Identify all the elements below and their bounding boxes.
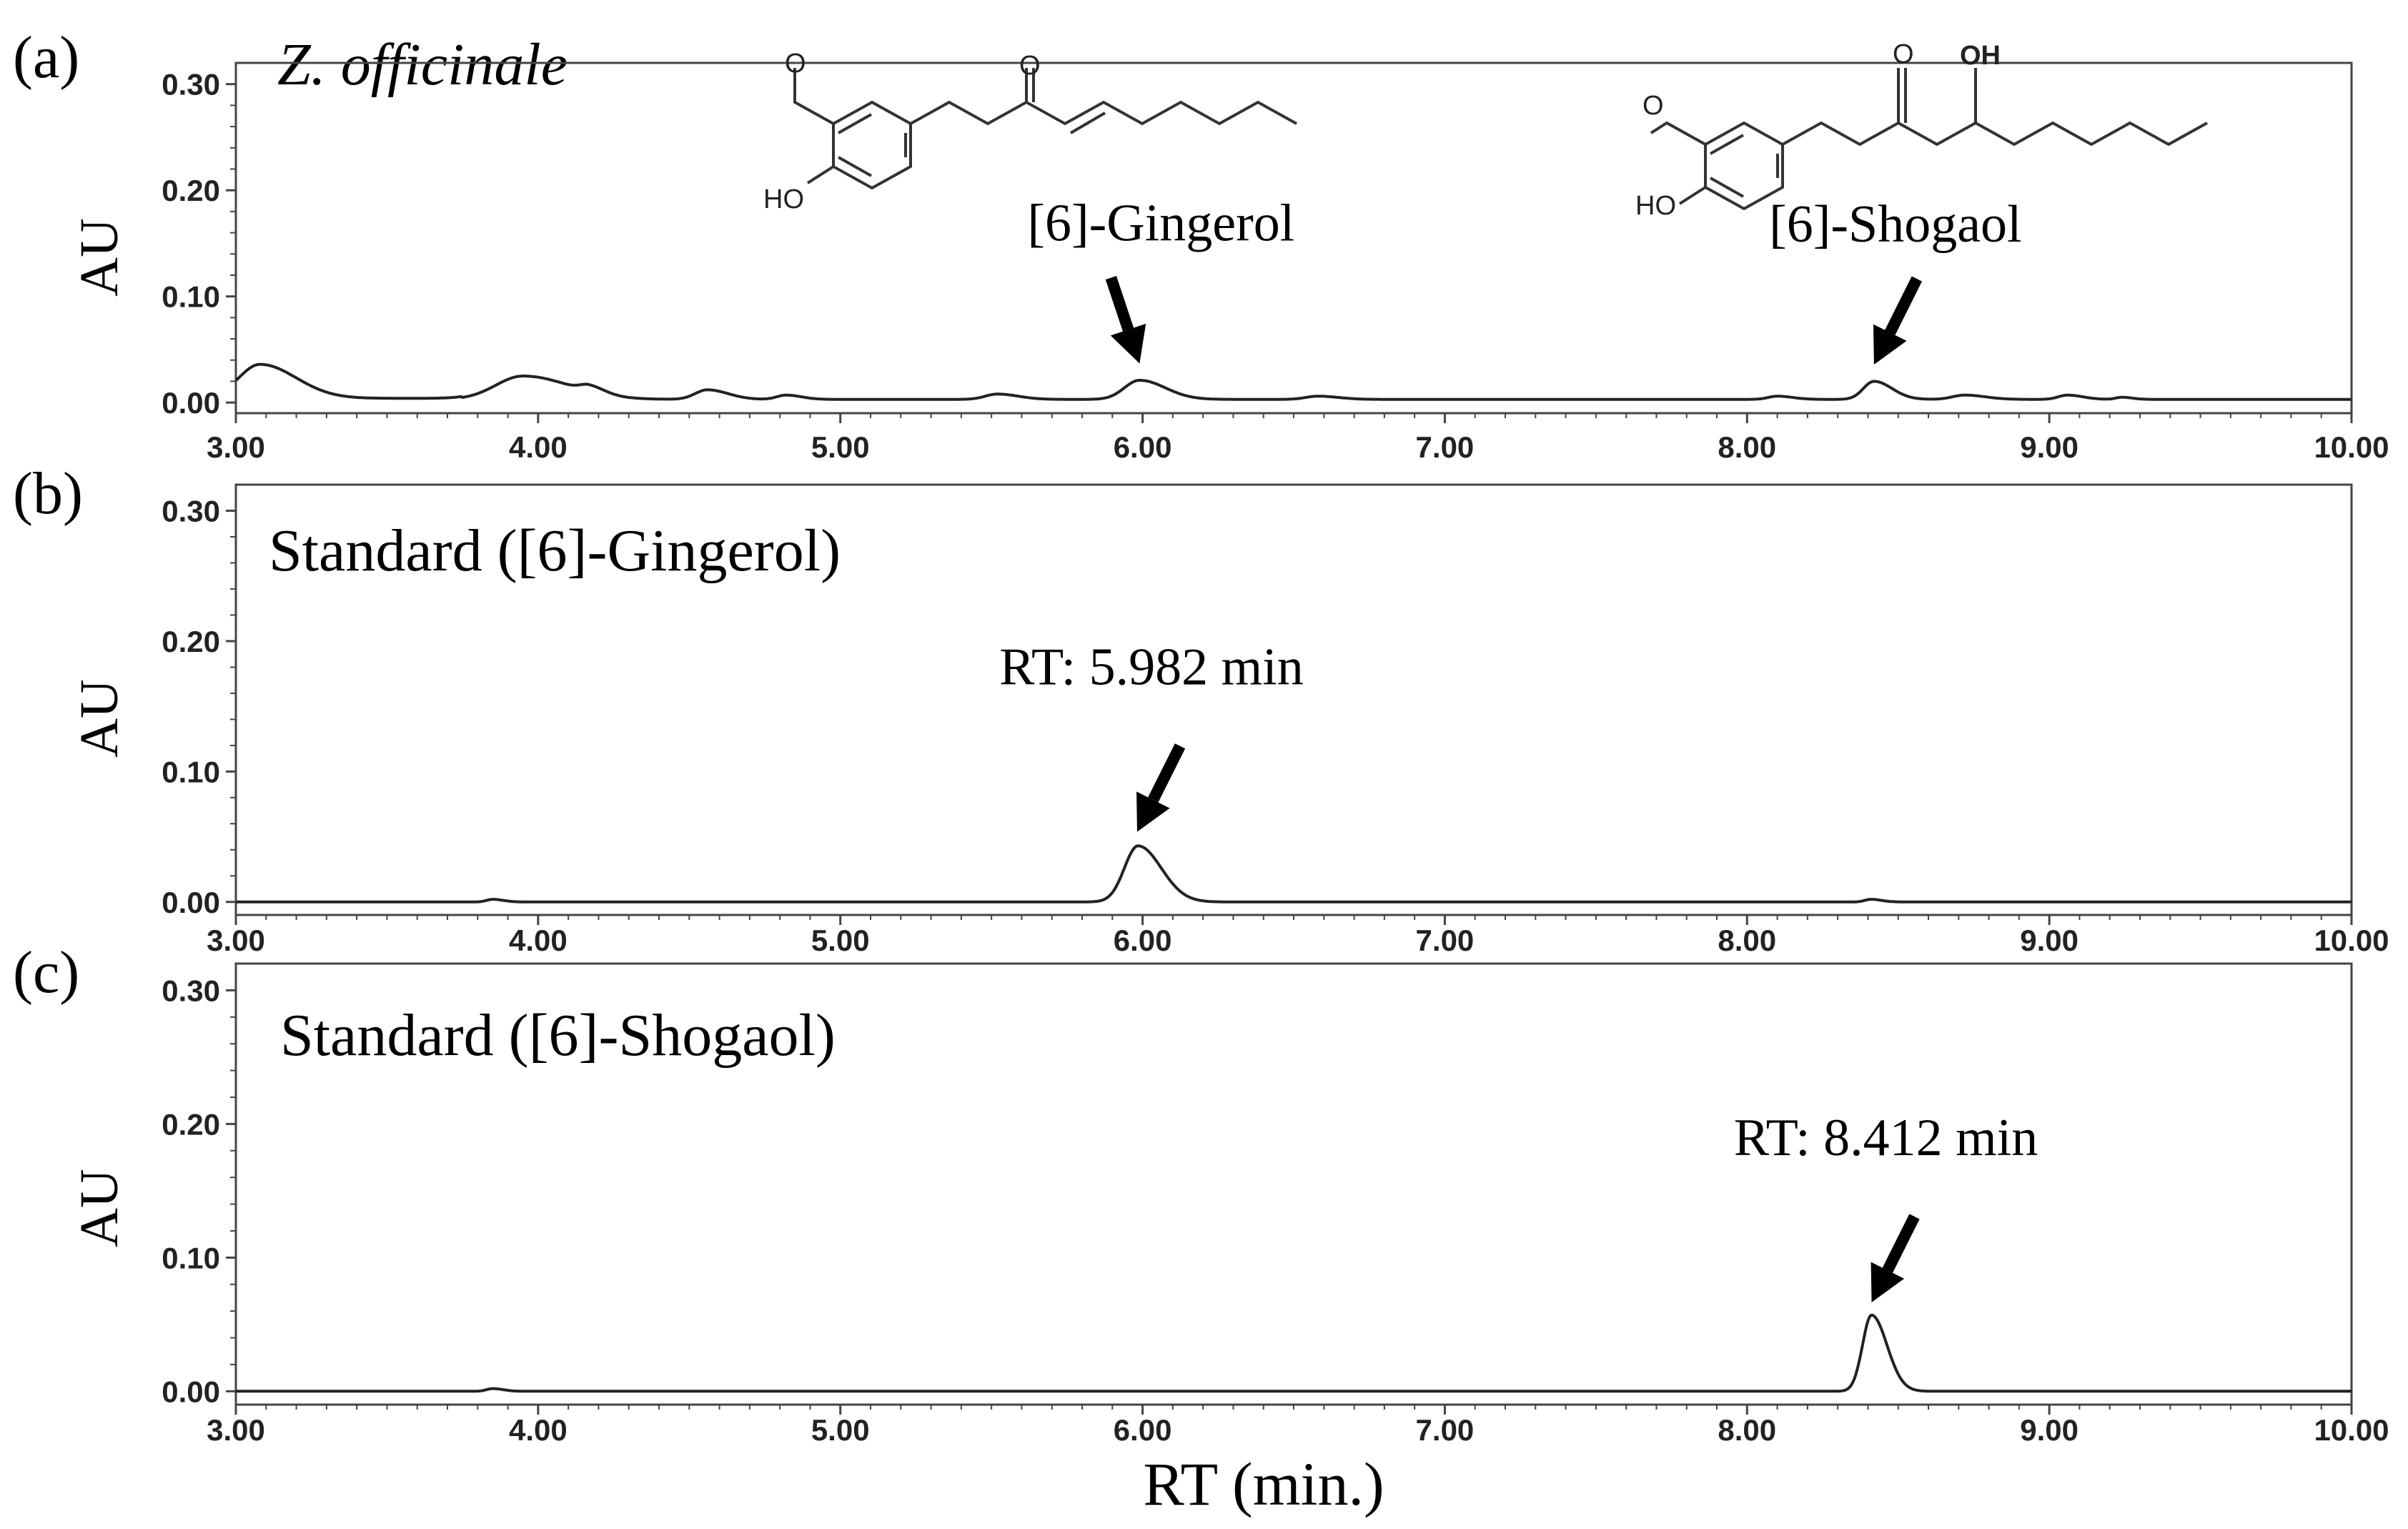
peak-annotation: [6]-Shogaol — [1769, 195, 2022, 254]
panel-b-annotations: RT: 5.982 min — [999, 638, 1304, 832]
panel-a-trace — [234, 362, 2352, 401]
x-axis-label: RT (min.) — [1143, 1450, 1384, 1518]
arrow-shaft — [1148, 743, 1186, 803]
x-tick-label: 9.00 — [2020, 430, 2078, 464]
y-tick-label: 0.30 — [162, 974, 220, 1007]
panel-b-ylabel: AU — [69, 679, 129, 758]
shogaol-o-ketone-label: O — [1893, 39, 1914, 69]
x-tick-label: 9.00 — [2020, 1413, 2078, 1447]
arrow-head — [1871, 1262, 1905, 1302]
x-tick-label: 9.00 — [2020, 924, 2078, 957]
x-tick-label: 4.00 — [509, 430, 568, 464]
arrow-head — [1873, 324, 1907, 365]
x-tick-label: 5.00 — [811, 924, 870, 957]
gingerol-ho-label: HO — [763, 184, 804, 214]
gingerol-o-ketone-label: O — [1019, 51, 1041, 81]
gingerol-structure — [793, 68, 1297, 190]
x-tick-label: 3.00 — [207, 430, 265, 464]
x-tick-label: 5.00 — [811, 1413, 870, 1447]
shogaol-structure — [1650, 68, 2208, 211]
panel-a-ylabel: AU — [69, 218, 129, 297]
x-tick-label: 3.00 — [207, 1413, 265, 1447]
panel-label-a: (a) — [13, 24, 79, 91]
peak-annotation: [6]-Gingerol — [1027, 194, 1294, 253]
x-tick-label: 6.00 — [1114, 1413, 1172, 1447]
arrow-head — [1110, 323, 1146, 364]
x-tick-label: 6.00 — [1114, 430, 1172, 464]
panel-c-annotations: RT: 8.412 min — [1734, 1109, 2038, 1302]
arrow-shaft — [1885, 276, 1923, 335]
y-tick-label: 0.20 — [162, 174, 220, 207]
peak-annotation: RT: 5.982 min — [999, 638, 1304, 697]
x-tick-label: 5.00 — [811, 430, 870, 464]
x-tick-label: 8.00 — [1718, 924, 1776, 957]
panel-a-title: Z. officinale — [277, 31, 568, 98]
panel-b-trace — [236, 844, 2352, 904]
panel-b-axes: 0.00 0.10 0.20 0.30 3.00 4.00 5.00 6.00 7.00 8.00… — [162, 483, 2389, 957]
y-tick-label: 0.10 — [162, 280, 220, 314]
x-tick-label: 6.00 — [1114, 924, 1172, 957]
panel-a-axes: 0.00 0.10 0.20 0.30 3.00 4.00 5.00 6.00 7.00 8.00… — [162, 61, 2389, 464]
arrow-head — [1136, 791, 1170, 832]
y-tick-label: 0.20 — [162, 1107, 220, 1141]
panel-c: (c) Standard ([6]-Shogaol) AU 0.000.100.… — [13, 939, 2389, 1518]
y-tick-label: 0.10 — [162, 1241, 220, 1275]
x-tick-label: 7.00 — [1416, 924, 1475, 957]
x-tick-label: 3.00 — [207, 924, 265, 957]
panel-c-ylabel: AU — [69, 1169, 129, 1247]
panel-c-axes: 0.00 0.10 0.20 0.30 3.00 4.00 5.00 6.00 7.00 8.00… — [162, 962, 2389, 1447]
x-tick-label: 7.00 — [1416, 1413, 1475, 1447]
shogaol-ho-label: HO — [1635, 191, 1676, 221]
shogaol-oh-label: OH — [1960, 41, 2001, 71]
y-tick-label: 0.00 — [162, 1375, 220, 1408]
panel-a: (a) Z. officinale AU 0.00 0.10 0.20 0.30 3.0… — [13, 24, 2389, 464]
x-tick-label: 7.00 — [1416, 430, 1475, 464]
x-tick-label: 10.00 — [2314, 924, 2389, 957]
chromatogram-line — [236, 844, 2352, 904]
y-tick-label: 0.10 — [162, 755, 220, 788]
y-tick-label: 0.00 — [162, 386, 220, 420]
chromatogram-line — [236, 1313, 2352, 1393]
arrow-shaft — [1882, 1214, 1920, 1273]
peak-annotation: RT: 8.412 min — [1734, 1109, 2038, 1167]
y-tick-label: 0.30 — [162, 68, 220, 102]
x-tick-label: 10.00 — [2314, 430, 2389, 464]
panel-label-b: (b) — [13, 460, 83, 527]
panel-label-c: (c) — [13, 939, 79, 1006]
x-tick-label: 4.00 — [509, 924, 568, 957]
panel-b: (b) Standard ([6]-Gingerol) AU 0.000.100… — [13, 460, 2389, 957]
panel-a-annotations: [6]-Gingerol [6]-Shogaol — [1027, 194, 2022, 365]
x-tick-label: 10.00 — [2314, 1413, 2389, 1447]
y-tick-label: 0.20 — [162, 625, 220, 658]
x-tick-label: 4.00 — [509, 1413, 568, 1447]
shogaol-o-methoxy-label: O — [1643, 91, 1664, 121]
panel-c-trace — [236, 1313, 2352, 1393]
panel-b-title: Standard ([6]-Gingerol) — [269, 518, 841, 584]
gingerol-o-methoxy-label: O — [785, 49, 806, 79]
chromatogram-line — [234, 362, 2352, 401]
y-tick-label: 0.00 — [162, 886, 220, 919]
y-tick-label: 0.30 — [162, 494, 220, 528]
panel-c-title: Standard ([6]-Shogaol) — [280, 1002, 836, 1069]
arrow-shaft — [1105, 276, 1134, 332]
x-tick-label: 8.00 — [1718, 1413, 1776, 1447]
x-tick-label: 8.00 — [1718, 430, 1776, 464]
